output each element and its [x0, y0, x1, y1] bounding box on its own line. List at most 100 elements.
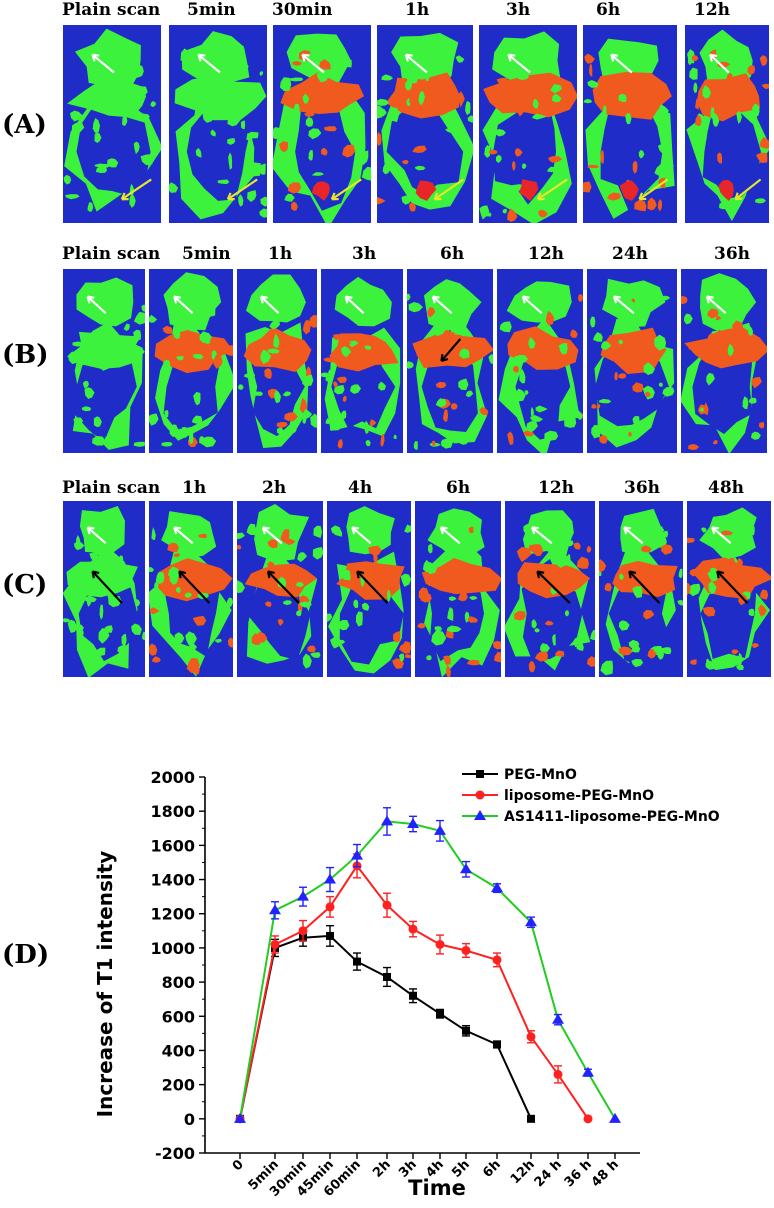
- arrow-head-icon: [266, 570, 275, 579]
- tissue-region: [625, 113, 632, 125]
- tissue-region: [237, 532, 246, 540]
- x-tick-label: 2h: [370, 1157, 394, 1181]
- tissue-region: [435, 381, 447, 389]
- tissue-region: [618, 339, 624, 345]
- tissue-region: [514, 147, 523, 157]
- x-tick-label: 48 h: [589, 1157, 622, 1190]
- tissue-region: [401, 641, 411, 654]
- tissue-region: [522, 163, 527, 170]
- mri-scan-image: [684, 24, 770, 224]
- arrow-head-icon: [705, 295, 714, 304]
- tissue-region: [660, 295, 671, 301]
- tissue-region: [89, 551, 98, 562]
- tissue-region: [707, 333, 715, 341]
- tissue-region: [280, 72, 365, 115]
- annotation-arrow-shaft: [344, 295, 365, 314]
- tissue-region: [225, 345, 233, 356]
- tissue-region: [68, 351, 81, 365]
- arrow-head-icon: [404, 53, 413, 62]
- timepoint-label: 3h: [506, 0, 531, 20]
- arrow-head-icon: [431, 295, 440, 304]
- tissue-region: [288, 77, 304, 82]
- tissue-region: [748, 397, 757, 404]
- tissue-region: [599, 559, 607, 573]
- tissue-region: [587, 164, 600, 169]
- tissue-region: [237, 545, 242, 550]
- tissue-region: [519, 329, 532, 338]
- tissue-region: [72, 341, 86, 347]
- tissue-region: [533, 346, 545, 361]
- tissue-region: [513, 365, 519, 373]
- tissue-region: [492, 640, 501, 650]
- tissue-region: [466, 659, 480, 666]
- tissue-region: [291, 201, 298, 211]
- tissue-region: [518, 179, 539, 201]
- tissue-region: [590, 629, 595, 641]
- tissue-region: [387, 106, 399, 123]
- tissue-region: [402, 159, 409, 165]
- tissue-region: [164, 410, 169, 418]
- tissue-region: [378, 381, 387, 391]
- tissue-region: [435, 398, 447, 408]
- tissue-region: [540, 74, 547, 81]
- tissue-region: [599, 434, 608, 444]
- tissue-region: [707, 569, 719, 582]
- tissue-region: [445, 542, 458, 548]
- tissue-region: [133, 329, 141, 341]
- tissue-region: [149, 607, 160, 615]
- series-as1411-liposome-peg-mno: [234, 807, 621, 1123]
- annotation-arrow-shaft: [91, 570, 123, 604]
- mri-scan-image: [148, 500, 234, 678]
- tissue-region: [587, 144, 594, 156]
- annotation-arrow-shaft: [405, 53, 428, 74]
- tissue-region: [308, 128, 322, 140]
- tissue-region: [141, 631, 145, 641]
- tissue-region: [365, 440, 371, 447]
- tissue-region: [632, 586, 643, 598]
- tissue-region: [759, 55, 768, 67]
- tissue-region: [333, 334, 341, 341]
- tissue-region: [618, 93, 627, 103]
- mri-scan-image: [504, 500, 596, 678]
- tissue-region: [719, 202, 728, 210]
- tissue-region: [688, 443, 700, 451]
- tissue-region: [707, 308, 719, 319]
- tissue-region: [641, 545, 652, 553]
- arrow-head-icon: [507, 53, 516, 62]
- tissue-region: [564, 414, 577, 428]
- tissue-region: [259, 208, 267, 218]
- tissue-region: [95, 165, 108, 174]
- tissue-region: [63, 618, 71, 623]
- data-point-square: [409, 991, 417, 1000]
- tissue-region: [710, 567, 718, 573]
- tissue-region: [458, 378, 469, 391]
- tissue-region: [337, 439, 343, 449]
- tissue-region: [92, 435, 106, 446]
- tissue-region: [226, 597, 233, 609]
- tissue-region: [661, 544, 673, 555]
- arrow-head-icon: [356, 570, 365, 579]
- tissue-region: [364, 420, 370, 434]
- tissue-region: [658, 382, 663, 387]
- annotation-arrow-shaft: [178, 570, 211, 604]
- tissue-region: [149, 314, 158, 323]
- tissue-region: [424, 562, 438, 575]
- tissue-region: [254, 503, 310, 562]
- tissue-region: [319, 59, 331, 70]
- annotation-arrow-shaft: [267, 570, 300, 604]
- tissue-region: [761, 83, 769, 90]
- data-point-triangle: [609, 1112, 621, 1123]
- tissue-region: [244, 373, 256, 379]
- y-tick-label: 200: [162, 1076, 195, 1095]
- tissue-region: [82, 380, 89, 389]
- tissue-region: [664, 135, 670, 145]
- tissue-region: [515, 388, 526, 402]
- arrow-head-icon: [433, 192, 442, 201]
- tissue-region: [311, 181, 330, 201]
- tissue-region: [507, 431, 514, 445]
- tissue-region: [369, 419, 377, 427]
- arrow-head-icon: [91, 53, 100, 62]
- arrow-head-icon: [330, 192, 339, 201]
- tissue-region: [514, 610, 526, 621]
- tissue-region: [393, 434, 397, 440]
